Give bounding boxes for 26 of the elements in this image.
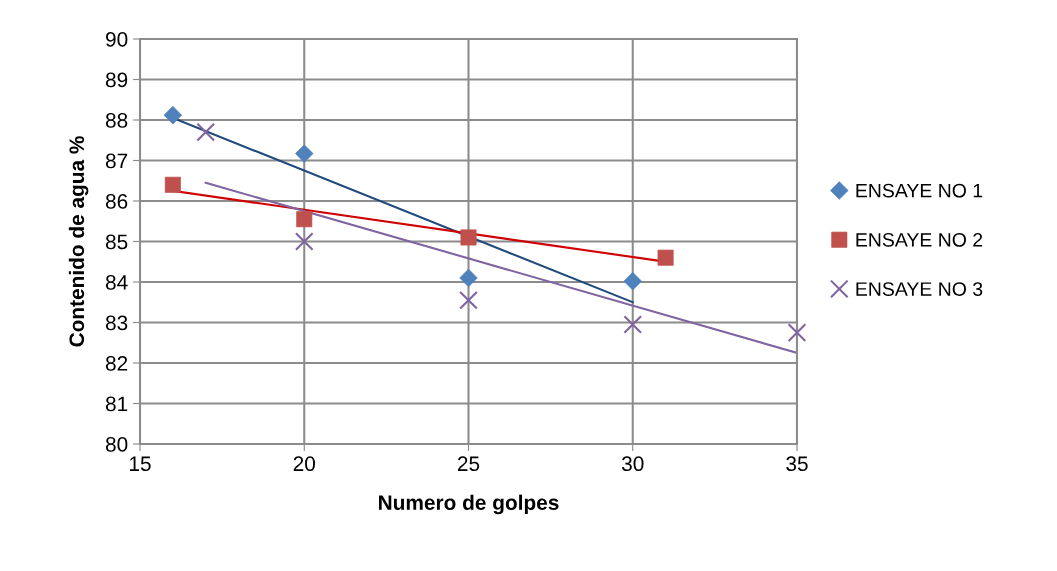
y-tick-label: 83	[105, 315, 128, 331]
point	[294, 232, 314, 251]
legend-label: ENSAYE NO 1	[856, 183, 983, 198]
legend-label: ENSAYE NO 2	[856, 232, 983, 247]
x-tick-label: 15	[130, 456, 151, 472]
y-tick-label: 85	[105, 234, 128, 250]
y-axis-title: Contenido de agua %	[68, 136, 89, 347]
x-tick-label: 25	[457, 456, 480, 472]
y-tick-label: 90	[106, 32, 128, 47]
point	[459, 290, 478, 310]
y-tick-label: 80	[105, 437, 128, 452]
y-tick-label: 89	[105, 72, 128, 88]
y-tick-label: 86	[105, 194, 128, 209]
y-tick-label: 82	[105, 356, 128, 371]
y-tick-label: 87	[105, 153, 128, 169]
y-tick-label: 88	[105, 113, 128, 128]
x-axis-title: Numero de golpes	[379, 494, 559, 515]
x-tick-label: 30	[621, 456, 644, 472]
legend-label: ENSAYE NO 3	[856, 282, 983, 296]
x-tick-label: 20	[293, 456, 316, 472]
y-tick-label: 84	[105, 275, 128, 290]
y-tick-label: 81	[105, 396, 128, 412]
x-tick-label: 35	[786, 456, 808, 472]
point	[623, 315, 643, 334]
point	[787, 323, 807, 342]
point	[196, 122, 216, 142]
